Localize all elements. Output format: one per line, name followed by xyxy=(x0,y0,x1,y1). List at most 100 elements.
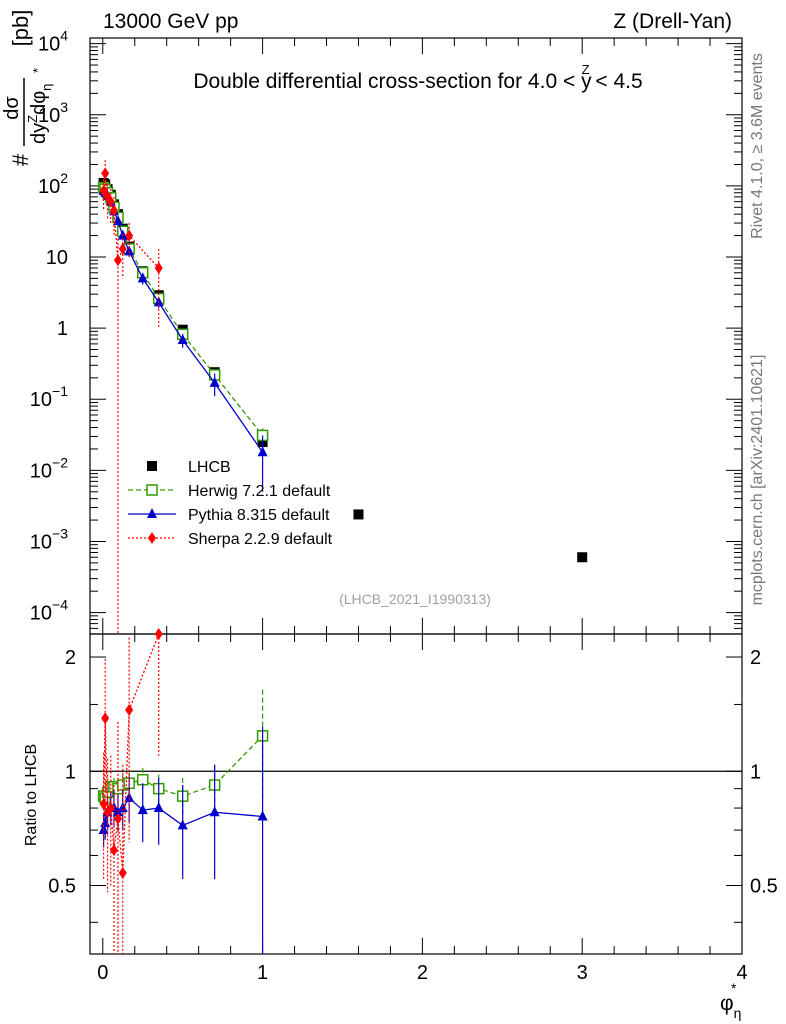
pythia-point xyxy=(177,334,188,345)
ratio-tick-label: 0.5 xyxy=(48,876,76,898)
pythia-point xyxy=(257,446,268,457)
y-tick-exp: −3 xyxy=(52,525,68,541)
y-tick-base: 10 xyxy=(38,105,60,127)
sherpa-legend-marker xyxy=(148,532,156,544)
process-label: Z (Drell-Yan) xyxy=(613,10,732,33)
x-tick-label: 2 xyxy=(417,962,428,984)
y-tick-label: 10−2 xyxy=(30,454,68,482)
sherpa-ratio-point xyxy=(101,712,110,725)
sherpa-point xyxy=(113,254,122,267)
pythia-point xyxy=(124,245,135,256)
y-label-den-sup: Z xyxy=(25,115,40,123)
lhcb-point xyxy=(353,509,364,520)
pythia-ratio-point xyxy=(153,802,164,813)
pythia-ratio-point xyxy=(124,792,135,803)
sherpa-point xyxy=(101,167,110,180)
y-tick-base: 10 xyxy=(30,460,52,482)
x-tick-label: 3 xyxy=(577,962,588,984)
herwig-legend-marker xyxy=(146,484,158,496)
sherpa-ratio-point xyxy=(125,704,134,717)
pythia-point xyxy=(137,272,148,283)
x-tick-label: 0 xyxy=(97,962,108,984)
y-tick-base: 10 xyxy=(30,531,52,553)
y-label-numerator: dσ xyxy=(1,96,23,120)
ratio-plot-frame xyxy=(89,633,743,955)
y-tick-label: 10−3 xyxy=(30,525,68,553)
pythia-ratio-point xyxy=(100,817,111,828)
rivet-version-label: Rivet 4.1.0, ≥ 3.6M events xyxy=(749,53,766,239)
y-tick-label: 10 xyxy=(46,247,68,269)
y-tick-label: 102 xyxy=(38,170,68,198)
y-label-star: * xyxy=(30,68,45,73)
y-tick-exp: 2 xyxy=(60,170,68,186)
sherpa-ratio-point xyxy=(154,628,163,640)
sherpa-point xyxy=(125,229,134,242)
x-tick-label: 4 xyxy=(736,962,747,984)
y-label-den-sub: η xyxy=(39,84,54,91)
y-tick-base: 1 xyxy=(57,318,68,340)
y-tick-label: 1 xyxy=(57,318,68,340)
y-tick-base: 10 xyxy=(38,34,60,56)
sherpa-point xyxy=(109,204,118,217)
pythia-ratio-point xyxy=(257,810,268,821)
y-tick-label: 10−4 xyxy=(30,597,68,625)
sherpa-ratio-point xyxy=(118,866,127,879)
y-tick-exp: −1 xyxy=(52,383,68,399)
ratio-tick-label-right: 0.5 xyxy=(750,876,778,898)
y-tick-label: 10−1 xyxy=(30,383,68,411)
ratio-tick-label-right: 1 xyxy=(750,761,761,783)
main-y-axis-label: # dσ dyZdφη * [pb] xyxy=(1,10,54,166)
y-label-den-var: dy xyxy=(28,123,50,144)
mcplots-label: mcplots.cern.ch [arXiv:2401.10621] xyxy=(749,355,766,606)
y-tick-exp: 4 xyxy=(60,28,68,44)
ratio-y-axis-label: Ratio to LHCB xyxy=(23,744,40,846)
sherpa-ratio-point xyxy=(109,844,118,857)
herwig-legend-label: Herwig 7.2.1 default xyxy=(188,483,331,500)
pythia-ratio-point xyxy=(209,806,220,817)
x-label-var: φ xyxy=(720,992,734,1015)
lhcb-legend-label: LHCB xyxy=(188,459,231,476)
sherpa-ratio-point xyxy=(113,812,122,825)
y-tick-base: 10 xyxy=(46,247,68,269)
y-tick-label: 104 xyxy=(38,28,68,56)
sherpa-point xyxy=(118,242,127,255)
herwig-ratio-point xyxy=(136,773,149,786)
lhcb-point xyxy=(577,552,588,563)
analysis-watermark: (LHCB_2021_I1990313) xyxy=(339,591,491,607)
sherpa-point xyxy=(106,195,115,208)
pythia-ratio-point xyxy=(177,819,188,830)
plot-title: Double differential cross-section for 4.… xyxy=(193,62,642,93)
sherpa-legend-label: Sherpa 2.2.9 default xyxy=(188,531,333,548)
y-label-hash: # xyxy=(8,153,33,166)
plot-title-main: Double differential cross-section for 4.… xyxy=(193,70,581,93)
x-axis-label: φη xyxy=(720,992,741,1021)
lhcb-legend-marker xyxy=(147,461,157,471)
y-label-denominator: dyZdφη xyxy=(25,84,54,144)
y-tick-exp: −4 xyxy=(52,597,68,613)
ratio-tick-label-right: 2 xyxy=(750,647,761,669)
sherpa-ratio-point xyxy=(106,802,115,815)
pythia-ratio-point xyxy=(137,804,148,815)
plot-title-var-sup: Z xyxy=(582,62,590,77)
pythia-point xyxy=(209,376,220,387)
y-label-unit: [pb] xyxy=(8,10,33,47)
x-label-sub: η xyxy=(734,1005,742,1021)
sherpa-ratio-line xyxy=(102,633,160,873)
energy-label: 13000 GeV pp xyxy=(103,10,238,33)
x-label-sup: * xyxy=(731,980,737,996)
plot-title-tail: < 4.5 xyxy=(590,70,643,93)
y-tick-label: 103 xyxy=(38,99,68,127)
y-tick-base: 10 xyxy=(30,603,52,625)
y-tick-exp: 3 xyxy=(60,99,68,115)
pythia-legend-marker xyxy=(147,508,157,518)
y-tick-base: 10 xyxy=(30,389,52,411)
y-label-den-phi: dφ xyxy=(28,91,50,115)
y-tick-base: 10 xyxy=(38,176,60,198)
ratio-tick-label: 1 xyxy=(65,761,76,783)
ratio-tick-label: 2 xyxy=(65,647,76,669)
x-tick-label: 1 xyxy=(257,962,268,984)
plot-title-var: y xyxy=(581,70,592,93)
y-tick-exp: −2 xyxy=(52,454,68,470)
sherpa-point xyxy=(154,262,163,275)
